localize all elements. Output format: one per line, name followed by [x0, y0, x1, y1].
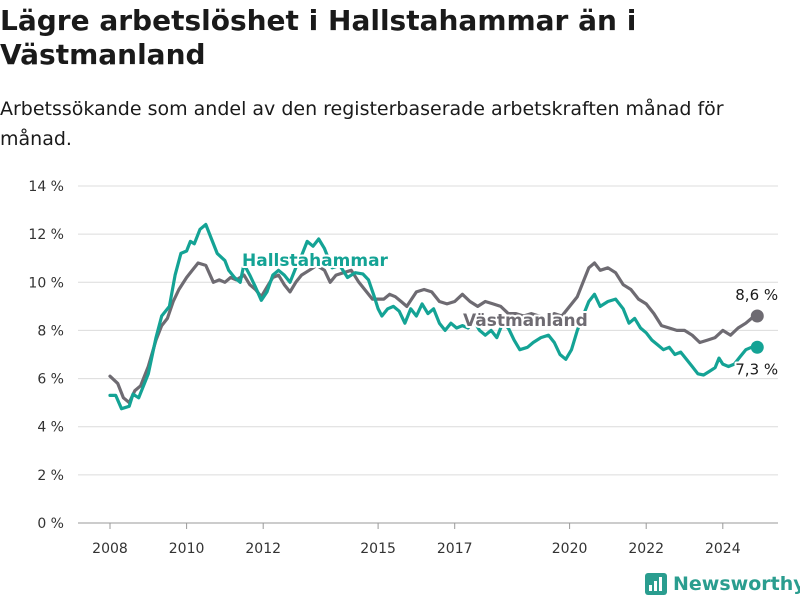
- y-tick-label: 4 %: [37, 420, 64, 436]
- x-tick-label: 2017: [437, 541, 473, 557]
- series-line-västmanland: [108, 261, 759, 405]
- series-label-vastmanland: Västmanland: [463, 311, 588, 331]
- y-tick-label: 10 %: [28, 275, 64, 291]
- y-tick-label: 14 %: [28, 179, 64, 195]
- x-axis: 2008 2010 2012 2015 2017 2020 2022 2024: [92, 523, 741, 557]
- chart-subtitle: Arbetssökande som andel av den registerb…: [0, 98, 724, 150]
- gridlines: [78, 185, 778, 524]
- x-tick-label: 2020: [552, 541, 588, 557]
- x-tick-label: 2015: [360, 541, 396, 557]
- series-label-hallstahammar: Hallstahammar: [242, 251, 389, 271]
- series-line-hallstahammar: [108, 222, 759, 411]
- series-lines: [108, 222, 764, 411]
- y-axis: 0 % 2 % 4 % 6 % 8 % 10 % 12 % 14 %: [28, 179, 64, 532]
- chart-title: Lägre arbetslöshet i Hallstahammar än i …: [0, 4, 637, 71]
- brand-name: Newsworthy: [673, 573, 800, 595]
- end-value-hallstahammar: 7,3 %: [735, 360, 778, 378]
- y-tick-label: 6 %: [37, 372, 64, 388]
- y-tick-label: 0 %: [37, 516, 64, 532]
- y-tick-label: 12 %: [28, 227, 64, 243]
- y-tick-label: 2 %: [37, 468, 64, 484]
- x-tick-label: 2012: [245, 541, 281, 557]
- end-value-vastmanland: 8,6 %: [735, 286, 778, 304]
- x-tick-label: 2010: [169, 541, 205, 557]
- x-tick-label: 2024: [705, 541, 741, 557]
- x-tick-label: 2022: [628, 541, 664, 557]
- series-labels: Hallstahammar Västmanland 8,6 % 7,3 %: [240, 249, 780, 380]
- newsworthy-logo[interactable]: Newsworthy: [645, 570, 800, 598]
- series-end-dot-västmanland: [750, 309, 764, 323]
- y-tick-label: 8 %: [37, 323, 64, 339]
- x-tick-label: 2008: [92, 541, 128, 557]
- newsworthy-logo-icon: [645, 573, 667, 595]
- series-end-dot-hallstahammar: [750, 340, 764, 354]
